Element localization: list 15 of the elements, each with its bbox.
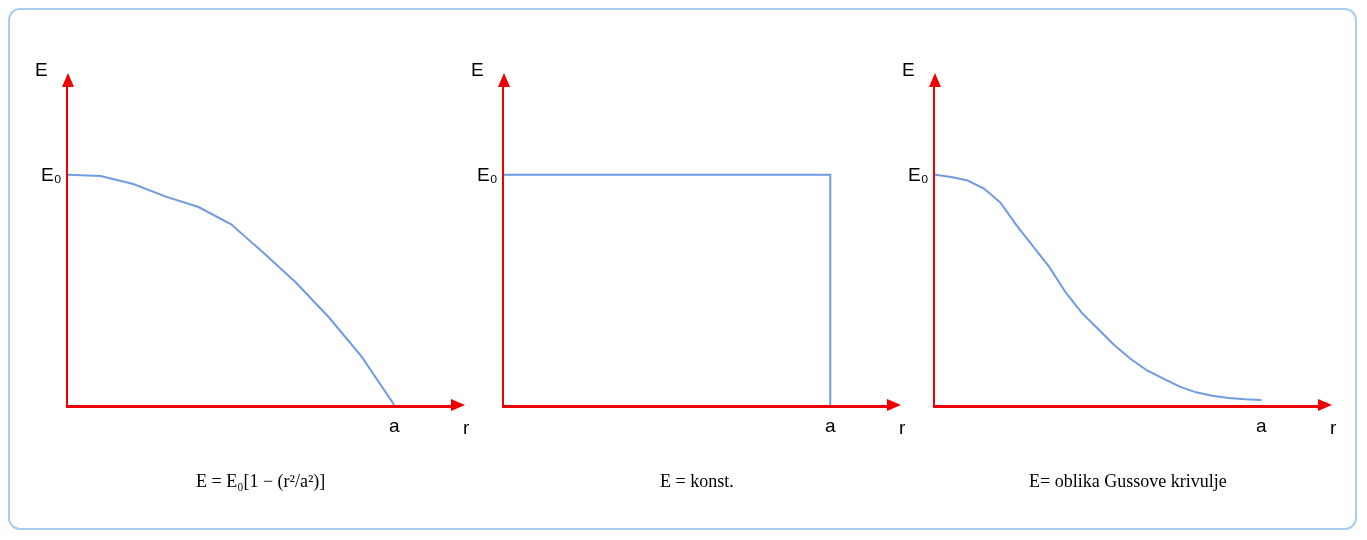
y-axis-title: E [471, 59, 484, 80]
x-axis-title: r [1330, 417, 1337, 438]
text: a [1256, 415, 1267, 436]
annotation: E₀ [908, 164, 929, 185]
text: E = E₀[1 − (r²/a²)] [196, 471, 326, 492]
text: a [389, 415, 400, 436]
y-axis-title: E [35, 59, 48, 80]
x-axis-title: r [899, 417, 906, 438]
annotation: E₀ [41, 164, 62, 185]
x-axis-title: r [463, 417, 470, 438]
text: E = konst. [660, 471, 734, 491]
text: a [825, 415, 836, 436]
y-axis-title: E [902, 59, 915, 80]
annotation: E₀ [477, 164, 498, 185]
text: E= oblika Gussove krivulje [1029, 471, 1227, 491]
